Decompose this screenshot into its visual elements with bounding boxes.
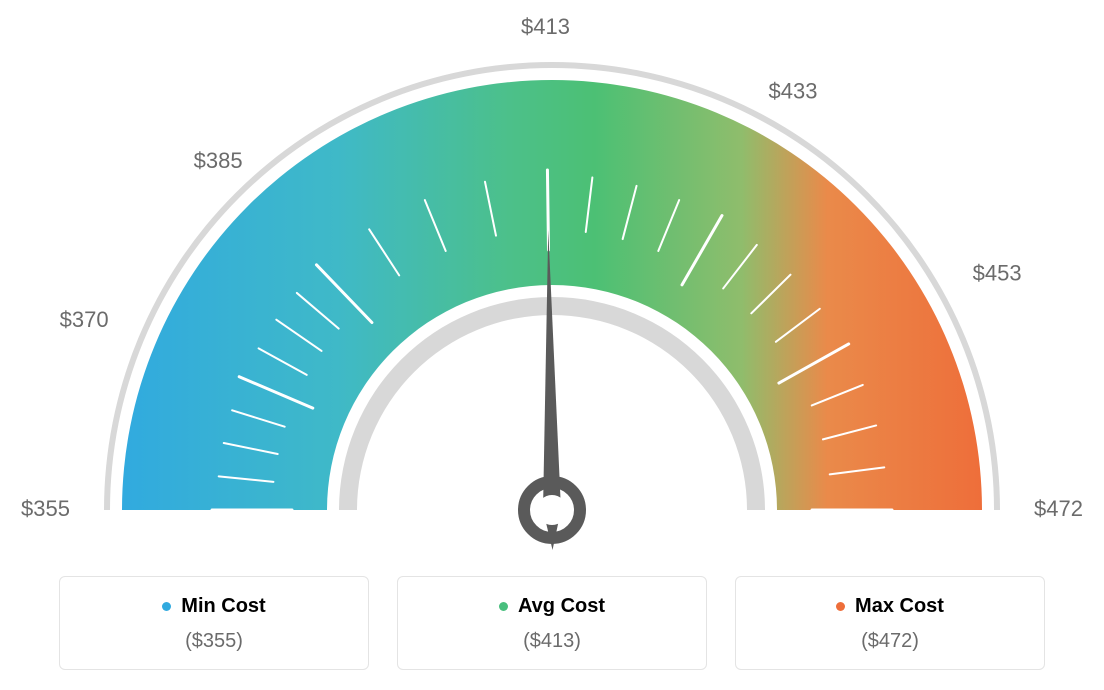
- legend-value-avg: ($413): [398, 630, 706, 653]
- cost-gauge-chart: $355 $370 $385 $413 $433 $453 $472 Min Cost ($…: [0, 0, 1104, 690]
- svg-text:$453: $453: [973, 260, 1022, 285]
- legend-dot-avg: [499, 602, 508, 611]
- svg-text:$433: $433: [769, 78, 818, 103]
- legend-label-max: Max Cost: [855, 595, 944, 618]
- svg-text:$413: $413: [521, 14, 570, 39]
- svg-text:$472: $472: [1034, 496, 1083, 521]
- legend-title-avg: Avg Cost: [499, 595, 605, 618]
- legend-dot-min: [162, 602, 171, 611]
- gauge-area: $355 $370 $385 $413 $433 $453 $472: [0, 0, 1104, 560]
- svg-text:$355: $355: [21, 496, 70, 521]
- gauge-svg: $355 $370 $385 $413 $433 $453 $472: [0, 10, 1104, 570]
- legend-card-max: Max Cost ($472): [735, 576, 1045, 670]
- legend-card-min: Min Cost ($355): [59, 576, 369, 670]
- legend-row: Min Cost ($355) Avg Cost ($413) Max Cost…: [0, 576, 1104, 670]
- legend-value-min: ($355): [60, 630, 368, 653]
- legend-dot-max: [836, 602, 845, 611]
- legend-label-min: Min Cost: [181, 595, 265, 618]
- svg-text:$385: $385: [194, 148, 243, 173]
- legend-title-max: Max Cost: [836, 595, 944, 618]
- svg-text:$370: $370: [60, 307, 109, 332]
- legend-value-max: ($472): [736, 630, 1044, 653]
- legend-label-avg: Avg Cost: [518, 595, 605, 618]
- legend-title-min: Min Cost: [162, 595, 265, 618]
- legend-card-avg: Avg Cost ($413): [397, 576, 707, 670]
